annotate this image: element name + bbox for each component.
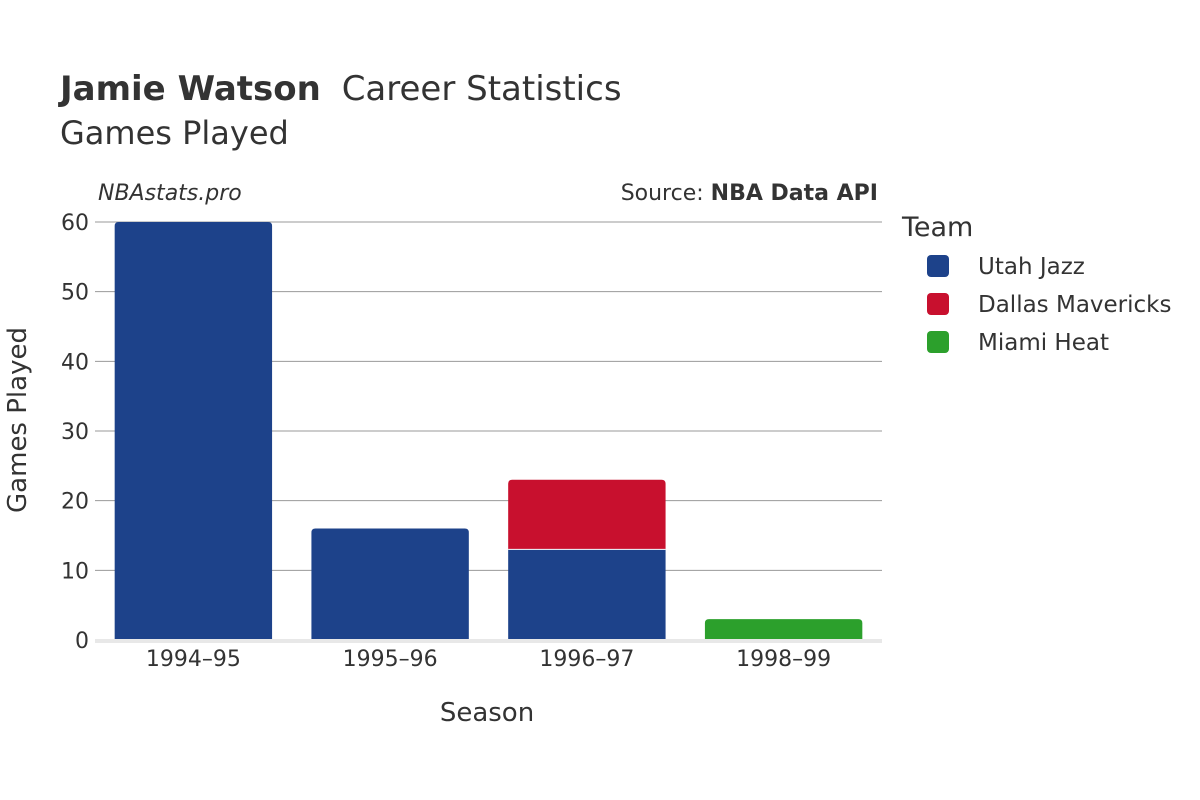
legend-label: Utah Jazz xyxy=(978,254,1085,280)
player-name: Jamie Watson xyxy=(58,69,321,109)
legend-label: Miami Heat xyxy=(978,330,1109,356)
x-tick-label: 1996–97 xyxy=(539,647,634,672)
axes: 0 10 20 30 40 50 60 1994–95 1995–96 1996–97 1998–9… xyxy=(61,211,882,672)
y-tick-label: 30 xyxy=(61,420,89,445)
x-tick-label: 1994–95 xyxy=(146,647,241,672)
legend-label: Dallas Mavericks xyxy=(978,292,1171,318)
bars xyxy=(114,222,863,640)
y-tick-label: 50 xyxy=(61,281,89,306)
legend-swatch xyxy=(927,293,949,315)
source-prefix: Source: xyxy=(621,181,711,206)
legend-swatch xyxy=(927,331,949,353)
y-axis-label: Games Played xyxy=(3,327,33,513)
source-credit: Source: NBA Data API xyxy=(621,181,878,206)
legend-title: Team xyxy=(901,212,973,243)
title-suffix: Career Statistics xyxy=(342,69,622,109)
x-tick-label: 1995–96 xyxy=(343,647,438,672)
chart-title: Jamie Watson Career Statistics xyxy=(58,69,622,109)
legend: Utah Jazz Dallas Mavericks Miami Heat xyxy=(927,254,1171,356)
chart-subtitle: Games Played xyxy=(60,114,289,152)
bar-segment-utah-jazz xyxy=(508,549,666,640)
y-tick-label: 10 xyxy=(61,559,89,584)
y-tick-label: 60 xyxy=(61,211,89,236)
x-axis-label: Season xyxy=(440,698,534,728)
watermark: NBAstats.pro xyxy=(98,181,242,206)
bar-segment-utah-jazz xyxy=(114,222,273,640)
y-tick-label: 0 xyxy=(75,629,89,654)
bar-segment-miami-heat xyxy=(704,619,863,640)
y-tick-label: 40 xyxy=(61,350,89,375)
bar-segment-utah-jazz xyxy=(311,528,469,640)
x-tick-label: 1998–99 xyxy=(736,647,831,672)
bar-segment-dallas-mavericks xyxy=(508,479,666,550)
legend-swatch xyxy=(927,255,949,277)
y-tick-label: 20 xyxy=(61,490,89,515)
source-name: NBA Data API xyxy=(711,181,878,206)
